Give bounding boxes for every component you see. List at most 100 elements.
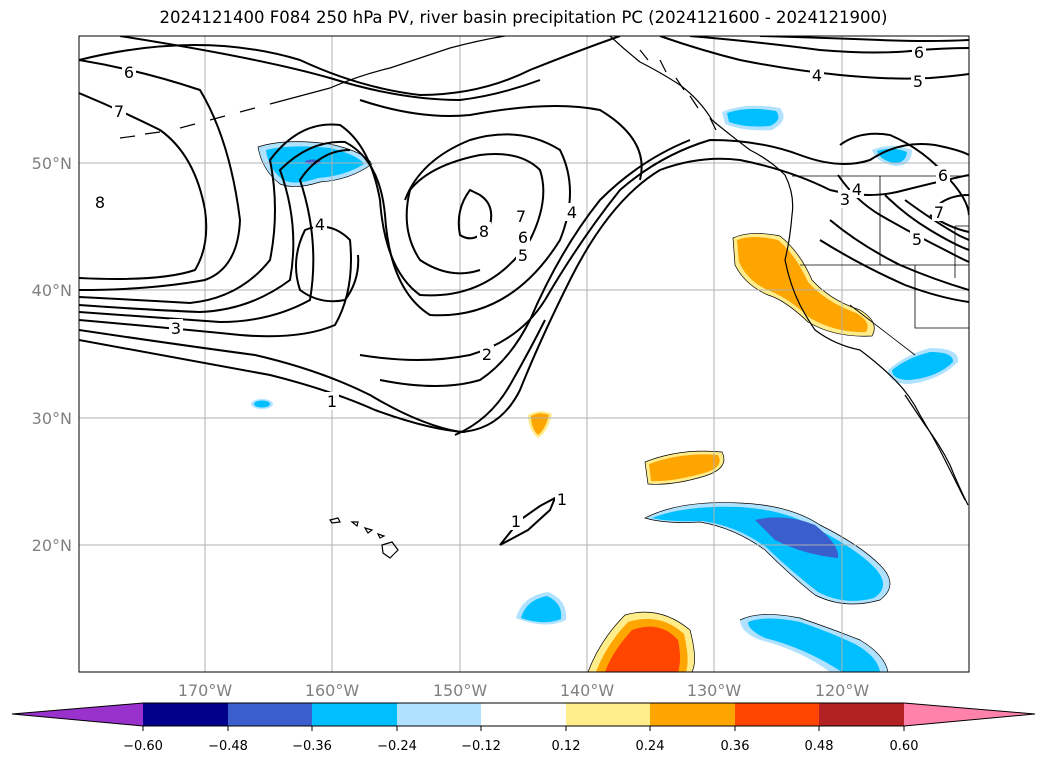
contour-label-group: 6 7 8 4 3 1 2 8 7 6 5 4 4 6 5 3 4 6 5 [93,43,950,531]
colorbar-segment [312,703,397,726]
contour-label-bg [911,72,925,90]
contour-label-bg [850,180,864,198]
pv-contour [379,139,691,387]
negative-pc-area [748,618,880,672]
pv-contour-label-6: 6 [518,228,528,247]
latitude-labels: 50°N 40°N 30°N 20°N [32,154,72,555]
positive-pc-area [737,237,868,333]
contour-label-bg [313,215,327,233]
pv-contour [79,225,360,338]
contour-label-bg [516,228,530,246]
pv-contour-label-5: 5 [518,246,528,265]
contour-label-bg [516,246,530,264]
pv-contour-label-3: 3 [171,319,181,338]
pv-contour-label-4: 4 [812,66,822,85]
pv-contour [119,36,541,102]
contour-label-bg [838,190,852,208]
pv-contour-label-7: 7 [114,102,124,121]
pv-contour-label-8: 8 [95,193,105,212]
lon-label-170w: 170°W [178,681,233,700]
baja-california-coastline [904,394,969,506]
pv-contour [819,239,969,303]
colorbar-ticks [142,726,905,731]
pv-contour-label-1: 1 [557,490,567,509]
map-border [78,35,970,673]
pv-contour [79,92,208,280]
pv-contour-label-1: 1 [511,512,521,531]
lat-label-30n: 30°N [32,409,72,428]
shading-outline [644,502,891,605]
pv-contours [79,36,969,546]
colorbar-tick-label: 0.60 [890,739,919,754]
pv-contour-label-3: 3 [840,190,850,209]
colorbar-tick-label: −0.36 [292,739,332,754]
lat-label-50n: 50°N [32,154,72,173]
pv-contour [359,99,643,181]
pv-contour-label-8: 8 [479,222,489,241]
contour-label-bg [936,166,950,184]
pv-contour [839,132,969,216]
colorbar-segment [228,703,312,726]
island [350,521,359,528]
state-borders [792,175,969,356]
pv-contour-label-4: 4 [852,180,862,199]
pv-contour-label-6: 6 [914,43,924,62]
shading-outline [257,141,373,187]
negative-pc-area [652,506,883,601]
pv-contour-label-4: 4 [315,215,325,234]
colorbar-extend-low [12,703,143,726]
pv-contour-label-6: 6 [938,166,948,185]
pv-contour [689,36,969,54]
coastlines [119,36,969,506]
contour-label-bg [122,63,136,81]
shading-outline [732,233,875,337]
pv-contour-label-7: 7 [934,203,944,222]
negative-pc-area [266,146,364,183]
colorbar-tick-label: −0.12 [461,739,501,754]
contour-label-bg [325,392,339,410]
lon-label-120w: 120°W [815,681,870,700]
pv-contour-label-1: 1 [327,392,337,411]
pv-contour-label-7: 7 [516,207,526,226]
pv-contour [454,319,546,436]
contour-label-bg [932,203,946,221]
pv-contour [884,194,969,251]
contour-label-bg [93,193,107,211]
lat-label-40n: 40°N [32,281,72,300]
colorbar-segment [143,703,228,726]
contour-label-bg [514,207,528,225]
alaska-panhandle-islands [639,49,717,131]
colorbar-tick-label: −0.24 [377,739,417,754]
island [329,517,341,524]
precip-shading [251,105,959,672]
contour-label-bg [112,102,126,120]
lat-label-20n: 20°N [32,536,72,555]
contour-label-bg [169,319,183,337]
north-america-coastline [609,36,966,501]
pv-contour [759,36,969,42]
map-title: 2024121400 F084 250 hPa PV, river basin … [159,8,888,27]
aleutian-islands [119,107,256,139]
pv-contour [904,199,969,241]
colorbar-tick-label: −0.60 [123,739,163,754]
island [376,532,386,539]
colorbar: −0.60 −0.48 −0.36 −0.24 −0.12 0.12 0.24 … [11,702,1036,754]
contour-label-bg [555,490,569,508]
lon-label-160w: 160°W [305,681,360,700]
colorbar-segment [650,703,735,726]
pv-contour [659,36,969,80]
colorbar-extend-high [904,703,1035,726]
hawaii-islands [329,517,399,559]
colorbar-tick-label: −0.48 [208,739,248,754]
strong-positive-pc-area [605,626,680,672]
shading-outline [739,614,889,672]
pv-contour-label-5: 5 [912,230,922,249]
pv-contour [79,339,466,433]
positive-pc-area [531,413,549,435]
graticule [79,36,969,672]
colorbar-tick-label: 0.12 [552,739,581,754]
contour-label-bg [477,222,491,240]
pv-contour [457,188,493,240]
contour-label-bg [509,512,523,530]
island [363,527,374,534]
